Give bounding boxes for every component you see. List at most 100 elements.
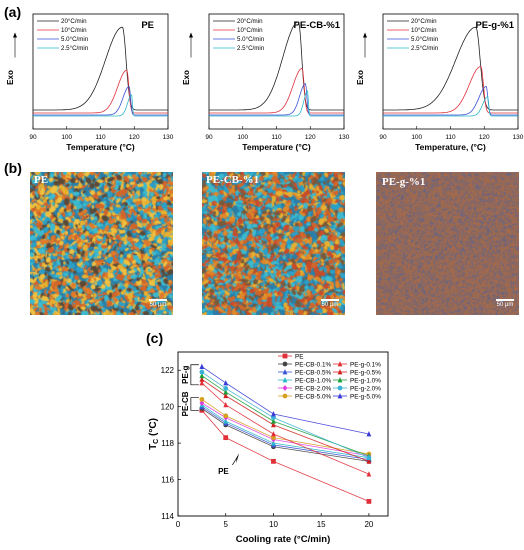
dsc-panel-title: PE-g-%1: [475, 20, 514, 31]
dsc-panel-title: PE-CB-%1: [294, 20, 341, 31]
pe-cb-group-label: PE-CB: [181, 391, 190, 416]
x-tick-label: 100: [411, 134, 422, 141]
y-axis-arrow-head: [363, 32, 367, 38]
legend-label: 2.5°C/min: [411, 45, 439, 52]
data-point: [282, 385, 288, 391]
series-line: [201, 402, 369, 457]
data-point: [271, 421, 276, 428]
panel-b-label: (b): [4, 160, 22, 176]
data-point: [223, 401, 229, 408]
x-tick-label: 130: [163, 134, 174, 141]
dsc-curve: [209, 67, 344, 114]
scale-bar-label: 50 μm: [321, 302, 339, 308]
data-point: [199, 396, 205, 402]
legend-label: PE-g-0.1%: [350, 361, 381, 368]
data-point: [271, 411, 276, 417]
pe-annotation-arrow-head: [236, 453, 240, 464]
data-point: [337, 361, 343, 367]
micrograph-label-pe-cb: PE-CB-%1: [206, 174, 260, 186]
legend-label: PE-g-2.0%: [350, 385, 381, 392]
y-tick-label: 116: [161, 476, 174, 485]
series-line: [201, 410, 370, 502]
x-axis-label: Temperature, (°C): [415, 142, 486, 152]
series-line: [201, 371, 370, 459]
x-axis-label: Temperature (°C): [66, 142, 135, 152]
x-tick-label: 120: [479, 134, 490, 141]
plot-frame: [32, 13, 169, 130]
dsc-curve: [209, 21, 344, 111]
plot-frame: [177, 351, 389, 517]
series-line: [201, 379, 370, 462]
legend-label: PE: [295, 353, 304, 360]
legend-label: PE-CB-2.0%: [295, 385, 332, 392]
series-line: [201, 404, 369, 459]
x-tick-label: 110: [95, 134, 106, 141]
dsc-panel-title: PE: [141, 20, 154, 31]
data-point: [337, 369, 343, 375]
scale-bar-pe-cb: 50 μm: [319, 299, 341, 308]
dsc-curve: [33, 26, 168, 111]
micrograph-label-pe: PE: [34, 174, 49, 186]
data-point: [223, 392, 229, 399]
dsc-chart-pe: 90 100 110 120 130 Temperature (°C) Exo PE 20°C/…: [6, 13, 174, 152]
series-line: [201, 366, 369, 435]
data-point: [282, 361, 288, 367]
x-tick-label: 110: [271, 134, 282, 141]
legend-label: 2.5°C/min: [237, 45, 265, 52]
series-line: [201, 406, 369, 460]
data-point: [337, 377, 343, 383]
dsc-curve: [33, 85, 168, 116]
pe-g-group-bracket: [190, 364, 199, 386]
series-line: [201, 382, 370, 475]
panel-c-label: (c): [146, 330, 164, 346]
dsc-curve: [209, 90, 344, 117]
x-axis-label: Temperature (°C): [242, 142, 311, 152]
x-tick-label: 90: [379, 134, 387, 141]
dsc-curve: [33, 94, 168, 117]
x-tick-label: 120: [129, 134, 140, 141]
legend-label: PE-CB-0.5%: [295, 369, 332, 376]
data-point: [223, 435, 229, 441]
data-point: [223, 418, 229, 424]
series-line: [201, 399, 369, 455]
panel-a-label: (a): [4, 4, 22, 20]
pe-g-group-label: PE-g: [181, 366, 190, 384]
x-tick-label: 20: [364, 520, 373, 529]
scale-bar-pe-g: 50 μm: [494, 299, 516, 308]
data-point: [199, 369, 205, 375]
dsc-curve: [33, 69, 168, 114]
data-point: [366, 431, 372, 437]
micrograph-label-pe-g: PE-g-%1: [382, 176, 426, 188]
dsc-curve: [209, 83, 344, 116]
legend-label: 20°C/min: [411, 18, 437, 25]
data-point: [282, 353, 288, 359]
x-tick-label: 100: [61, 134, 72, 141]
legend-label: 5.0°C/min: [237, 36, 265, 43]
legend-label: 10°C/min: [237, 27, 263, 34]
micrograph-pe-cb: [202, 172, 345, 315]
legend-label: PE-g-5.0%: [350, 393, 381, 400]
pe-annotation-label: PE: [218, 467, 229, 476]
y-tick-label: 120: [161, 403, 175, 412]
x-tick-label: 130: [339, 134, 350, 141]
x-tick-label: 130: [513, 134, 524, 141]
x-tick-label: 10: [269, 520, 278, 529]
y-tick-label: 114: [161, 512, 174, 521]
series-line: [201, 375, 370, 457]
legend-label: PE-g-1.0%: [350, 377, 381, 384]
legend-label: 10°C/min: [61, 27, 87, 34]
scale-bar-pe: 50 μm: [147, 299, 169, 308]
data-point: [223, 380, 229, 386]
y-tick-label: 118: [161, 439, 174, 448]
data-point: [366, 499, 372, 504]
x-tick-label: 5: [224, 520, 229, 529]
data-point: [223, 386, 229, 391]
y-axis-arrow-head: [13, 32, 17, 38]
dsc-chart-pe-cb: 90 100 110 120 130 Temperature (°C) Exo PE-CB-%…: [182, 13, 350, 152]
data-point: [199, 380, 205, 386]
data-point: [271, 440, 276, 446]
legend-label: PE-CB-0.1%: [295, 361, 332, 368]
y-axis-arrow-head: [189, 32, 193, 38]
dsc-curve: [383, 66, 518, 114]
scale-bar-label: 50 μm: [496, 302, 514, 308]
